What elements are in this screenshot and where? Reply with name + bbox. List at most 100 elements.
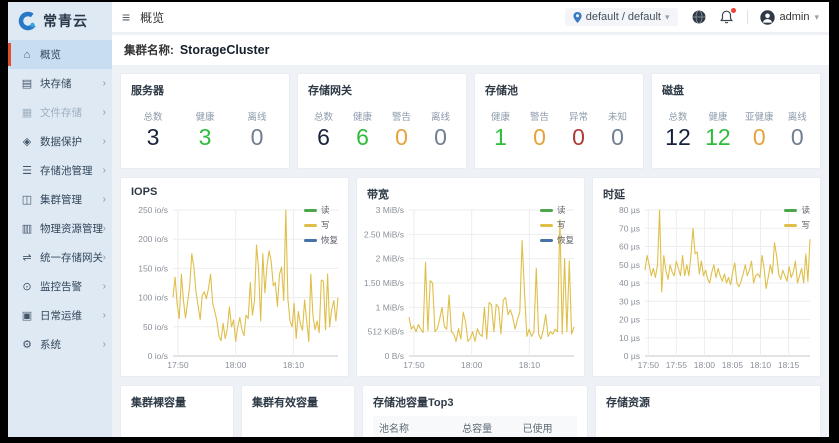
language-icon[interactable] (692, 10, 706, 24)
legend-color-swatch (784, 223, 798, 227)
brand-name: 常青云 (43, 13, 88, 29)
chevron-right-icon: › (102, 339, 106, 350)
legend-label: 读 (801, 205, 810, 215)
legend-color-swatch (539, 223, 553, 227)
physical-resource-icon: ▥ (21, 223, 33, 235)
sidebar-item-storage-gateway[interactable]: ⇌ 统一存储网关 › (8, 243, 112, 272)
stat: 警告 0 (392, 109, 411, 149)
sidebar-item-label: 块存储 (40, 78, 72, 90)
legend-label: 写 (320, 220, 330, 230)
stat-label: 总数 (143, 112, 163, 123)
svg-text:18:05: 18:05 (722, 360, 744, 370)
legend-item[interactable]: 写 (539, 219, 574, 231)
cluster-name-value: StorageCluster (179, 43, 270, 57)
legend-item[interactable]: 写 (303, 219, 338, 231)
sidebar-item-storage-pool[interactable]: ☰ 存储池管理 › (8, 156, 112, 185)
svg-text:17:55: 17:55 (666, 360, 688, 370)
sidebar-item-home[interactable]: ⌂ 概览 (8, 40, 112, 69)
sidebar-item-label: 文件存储 (40, 107, 82, 119)
region-selector[interactable]: default / default ▾ (564, 8, 678, 26)
svg-text:18:00: 18:00 (461, 360, 483, 370)
stat-label: 健康 (352, 112, 372, 123)
stat-value: 0 (434, 124, 447, 150)
legend-item[interactable]: 恢复 (303, 234, 338, 246)
svg-text:40 µs: 40 µs (619, 278, 640, 288)
cluster-name-band: 集群名称: StorageCluster (112, 35, 829, 65)
notification-bell-icon[interactable] (719, 8, 736, 24)
legend-item[interactable]: 读 (303, 204, 338, 216)
latency-chart-card: 时延 0 µs 10 µs 20 µs 30 µs 40 µs 50 µs 60 µs 70 … (592, 177, 821, 377)
raw-capacity-card: 集群裸容量 (120, 385, 234, 437)
cluster-mgmt-icon: ◫ (21, 194, 33, 206)
svg-text:18:15: 18:15 (778, 360, 800, 370)
svg-text:50 io/s: 50 io/s (143, 322, 168, 332)
legend-color-swatch (303, 238, 317, 242)
chevron-right-icon: › (102, 252, 106, 263)
stat: 健康 3 (195, 109, 214, 149)
stat-card-title: 服务器 (131, 85, 164, 97)
sidebar-item-alert-bell[interactable]: ⊙ 监控告警 › (8, 272, 112, 301)
sidebar-item-daily-ops[interactable]: ▣ 日常运维 › (8, 301, 112, 330)
stat-value: 0 (752, 124, 766, 150)
chevron-down-icon: ▾ (814, 11, 819, 22)
stat-card-title: 存储网关 (308, 85, 352, 97)
stat-label: 亚健康 (744, 112, 774, 123)
legend-color-swatch (539, 238, 553, 242)
legend-label: 写 (556, 220, 566, 230)
legend-item[interactable]: 读 (539, 204, 574, 216)
sidebar-item-physical-resource[interactable]: ▥ 物理资源管理 › (8, 214, 112, 243)
bandwidth-chart: 0 B/s 512 KiB/s 1 MiB/s 1.50 MiB/s 2 MiB/s 2.… (361, 202, 580, 372)
username: admin (779, 11, 810, 23)
svg-text:0 io/s: 0 io/s (148, 351, 168, 361)
notification-badge (730, 8, 736, 13)
chevron-right-icon: › (102, 281, 106, 292)
chevron-right-icon: › (102, 310, 106, 321)
svg-text:70 µs: 70 µs (619, 223, 640, 233)
sidebar-item-label: 日常运维 (40, 310, 82, 322)
stat-label: 警告 (391, 112, 411, 123)
sidebar-item-label: 数据保护 (40, 136, 82, 148)
sidebar-item-label: 监控告警 (40, 281, 82, 293)
legend-item[interactable]: 恢复 (539, 234, 574, 246)
pool-table-header: 池名称 总容量 已使用 (373, 416, 577, 437)
chart-title: 时延 (603, 189, 625, 201)
svg-text:30 µs: 30 µs (619, 296, 640, 306)
stat: 异常 0 (569, 109, 588, 149)
alert-bell-icon: ⊙ (22, 281, 32, 293)
legend-label: 读 (320, 205, 330, 215)
sidebar-item-label: 统一存储网关 (40, 252, 103, 264)
stat-label: 离线 (247, 112, 267, 123)
sidebar-item-cluster-mgmt[interactable]: ◫ 集群管理 › (8, 185, 112, 214)
sidebar-item-block-storage[interactable]: ▤ 块存储 › (8, 69, 112, 98)
stat-label: 未知 (607, 112, 627, 123)
app-window: 常青云 ⌂ 概览 ▤ 块存储 › ▦ 文件存储 › ◈ 数据保护 › ☰ 存储池管理 › ◫ 集群管理 › ▥ 物理… (8, 2, 829, 437)
svg-text:18:00: 18:00 (225, 360, 247, 370)
legend-item[interactable]: 写 (784, 219, 810, 231)
svg-text:250 io/s: 250 io/s (138, 205, 168, 215)
stat: 总数 3 (143, 109, 162, 149)
stat: 亚健康 0 (745, 109, 774, 149)
svg-text:17:50: 17:50 (167, 360, 189, 370)
region-selector-value: default / default (585, 11, 661, 23)
svg-text:1.50 MiB/s: 1.50 MiB/s (364, 278, 404, 288)
user-menu[interactable]: admin ▾ (759, 9, 819, 25)
data-protection-icon: ◈ (22, 136, 32, 148)
svg-text:200 io/s: 200 io/s (138, 234, 168, 244)
page-title: 概览 (140, 10, 165, 25)
sidebar-item-system-gear[interactable]: ⚙ 系统 › (8, 330, 112, 359)
sidebar-item-file-storage[interactable]: ▦ 文件存储 › (8, 98, 112, 127)
collapse-menu-icon[interactable]: ≡ (122, 9, 131, 25)
sidebar-item-data-protection[interactable]: ◈ 数据保护 › (8, 127, 112, 156)
svg-text:60 µs: 60 µs (619, 242, 640, 252)
legend-label: 恢复 (556, 235, 574, 245)
stat-value: 12 (665, 124, 691, 150)
legend-item[interactable]: 读 (784, 204, 810, 216)
stat-value: 6 (317, 124, 330, 150)
chevron-right-icon: › (102, 223, 106, 234)
svg-text:2 MiB/s: 2 MiB/s (376, 254, 404, 264)
stat: 离线 0 (431, 109, 450, 149)
legend-label: 读 (556, 205, 566, 215)
chart-legend: 读写 (784, 204, 810, 231)
latency-chart: 0 µs 10 µs 20 µs 30 µs 40 µs 50 µs 60 µs 70 µs 8… (597, 202, 816, 372)
